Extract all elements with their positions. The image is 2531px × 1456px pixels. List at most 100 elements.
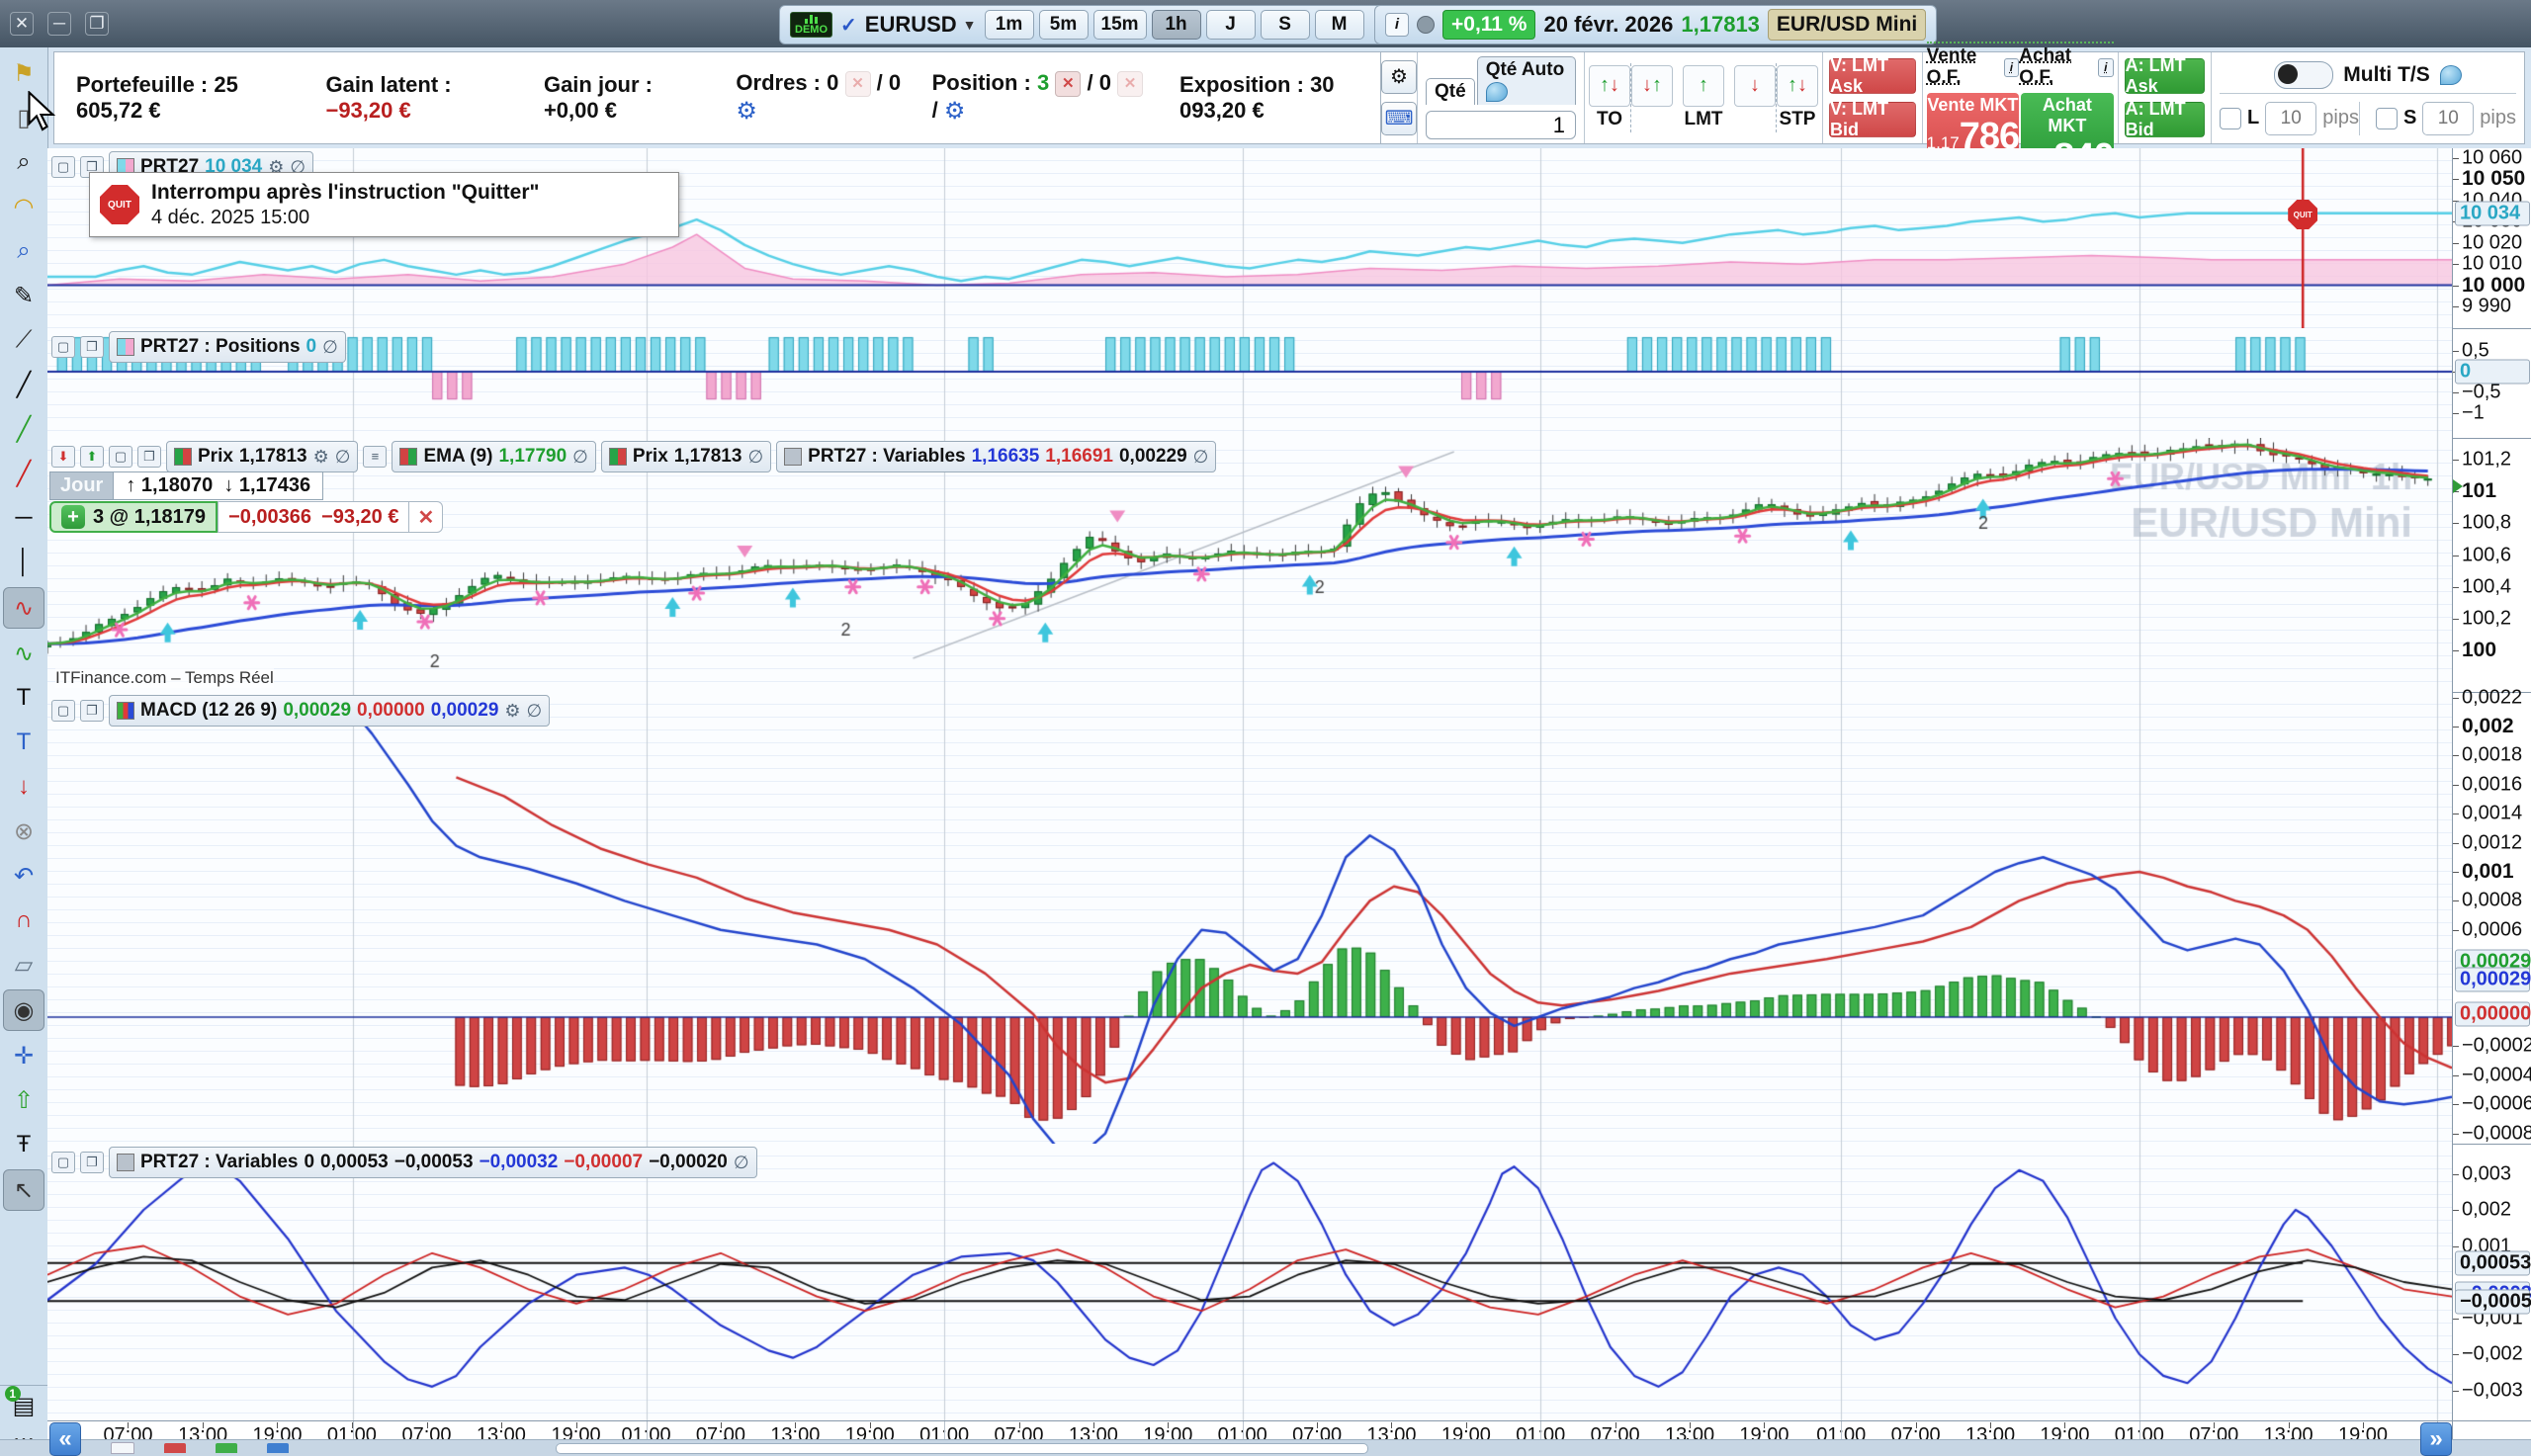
close-position-button[interactable]: ✕ (409, 501, 443, 533)
panel-cascade-icon[interactable]: ❐ (80, 336, 104, 358)
minimize-window-icon[interactable]: ─ (47, 12, 71, 36)
panel-cascade-icon[interactable]: ❐ (80, 1152, 104, 1173)
comment-icon[interactable]: T (4, 723, 44, 762)
edit-objects-icon[interactable]: ◉ (3, 989, 44, 1031)
limit-checkbox[interactable] (2220, 108, 2241, 129)
price-scale-column[interactable]: 10 06010 05010 04010 03010 02010 01010 0… (2452, 148, 2531, 1420)
panel-prt27-positions[interactable]: ▢ ❐ PRT27 : Positions 0 ∅ (47, 328, 2452, 439)
info-icon[interactable]: i (2098, 58, 2114, 77)
symbol-dropdown[interactable]: EURUSD▼ (865, 12, 977, 38)
close-window-icon[interactable]: ✕ (10, 12, 34, 36)
variables-canvas[interactable] (47, 1144, 2452, 1420)
scale-p3[interactable]: 101,2101100,8100,6100,4100,2100 (2453, 438, 2531, 693)
macd-canvas[interactable] (47, 692, 2452, 1144)
timeframe-button-S[interactable]: S (1261, 10, 1310, 40)
trend-line-icon[interactable]: ╱ (4, 365, 44, 404)
fibonacci-spiral-icon[interactable]: ⊗ (4, 812, 44, 851)
scroll-left-button[interactable]: « (49, 1422, 81, 1456)
panel-cascade-icon[interactable]: ❐ (80, 700, 104, 722)
eye-icon[interactable]: ∅ (322, 337, 338, 358)
buy-of-link[interactable]: Achat O.F.i (2019, 45, 2113, 89)
multi-ts-toggle[interactable] (2274, 61, 2333, 89)
eye-icon[interactable]: ∅ (527, 701, 543, 722)
eye-icon[interactable]: ∅ (734, 1153, 749, 1173)
panel-prt27-equity[interactable]: ▢ ❐ PRT27 10 034 ⚙ ∅ QUIT Interrompu apr… (47, 148, 2452, 329)
positions-canvas[interactable] (47, 328, 2452, 438)
undo-pointer-icon[interactable]: ↶ (4, 856, 44, 896)
panel-macd[interactable]: ▢ ❐ MACD (12 26 9) 0,000290,000000,00029… (47, 692, 2452, 1145)
tab-qty[interactable]: Qté (1426, 78, 1475, 105)
link-check-icon[interactable]: ✓ (840, 13, 857, 38)
stp-order-icon[interactable]: ↑↓ (1777, 65, 1818, 107)
panel-maximize-icon[interactable]: ▢ (51, 156, 75, 178)
limit-pips-input[interactable] (2265, 102, 2316, 135)
strategy-doc-icon[interactable]: ▤1 (13, 1392, 36, 1420)
dock-searchbar[interactable] (556, 1443, 1368, 1454)
buy-lmt-bid-button[interactable]: A: LMT Bid (2125, 102, 2205, 137)
info-icon[interactable]: i (1385, 13, 1409, 37)
move-icon[interactable]: ✛ (4, 1036, 44, 1075)
ia-pattern-icon[interactable]: ∿ (3, 587, 44, 629)
tab-qty-auto[interactable]: Qté Auto (1477, 56, 1576, 105)
timeframe-button-J[interactable]: J (1206, 10, 1256, 40)
arrow-down-icon[interactable]: ↓ (4, 767, 44, 807)
alert-icon[interactable]: ◠ (4, 187, 44, 226)
ruler-icon[interactable]: ▱ (4, 945, 44, 985)
vertical-line-icon[interactable]: │ (4, 543, 44, 582)
horizontal-line-icon[interactable]: ─ (4, 498, 44, 538)
cancel-orders-icon[interactable]: ✕ (845, 71, 871, 97)
stop-checkbox[interactable] (2376, 108, 2398, 129)
eye-icon[interactable]: ∅ (1193, 447, 1209, 468)
dock-icon[interactable] (164, 1443, 186, 1453)
collapse-down-icon[interactable]: ⬇ (51, 446, 75, 468)
wrench-icon[interactable]: ⚙ (504, 701, 520, 722)
scale-p2[interactable]: 0,50−0,5−10 (2453, 328, 2531, 439)
orders-settings-icon[interactable]: ⚙ (736, 98, 757, 125)
eye-icon[interactable]: ∅ (747, 447, 763, 468)
buy-market-button[interactable]: Achat MKT 1,17840 (2021, 93, 2114, 154)
dock-icon[interactable] (111, 1442, 134, 1454)
sell-of-link[interactable]: Vente O.F.i (1927, 45, 2020, 89)
panel-maximize-icon[interactable]: ▢ (109, 446, 132, 468)
price-canvas[interactable] (47, 438, 2452, 692)
wrench-icon[interactable]: ⚙ (313, 447, 329, 468)
scale-p4[interactable]: 0,00220,0020,00180,00160,00140,00120,001… (2453, 692, 2531, 1145)
scroll-right-button[interactable]: » (2420, 1422, 2452, 1456)
panel-maximize-icon[interactable]: ▢ (51, 700, 75, 722)
close-position-icon[interactable]: ✕ (1055, 71, 1081, 97)
lmt-buy-sell-icon[interactable]: ↓↑ (1631, 65, 1673, 107)
zoom-selection-icon[interactable]: ⌕ (4, 231, 44, 271)
timeframe-button-15m[interactable]: 15m (1093, 10, 1147, 40)
trend-line-red-icon[interactable]: ╱ (4, 454, 44, 493)
quantity-input[interactable] (1426, 111, 1576, 139)
lmt-sell-icon[interactable]: ↓ (1734, 65, 1776, 107)
anchor-text-icon[interactable]: Ŧ (4, 1125, 44, 1164)
zoom-icon[interactable]: ⌕ (4, 142, 44, 182)
keyboard-icon[interactable]: ⌨ (1381, 102, 1417, 135)
sell-market-button[interactable]: Vente MKT 1,17786 (1927, 93, 2020, 154)
list-icon[interactable]: ≡ (363, 446, 387, 468)
timeframe-button-1m[interactable]: 1m (985, 10, 1034, 40)
pointer-icon[interactable]: ↖ (3, 1169, 44, 1211)
text-icon[interactable]: T (4, 678, 44, 718)
trend-line-green-icon[interactable]: ╱ (4, 409, 44, 449)
scale-p1[interactable]: 10 06010 05010 04010 03010 02010 01010 0… (2453, 148, 2531, 329)
alert-manager-icon[interactable]: ⚑ (4, 53, 44, 93)
stop-pips-input[interactable] (2422, 102, 2474, 135)
lmt-buy-icon[interactable]: ↑ (1683, 65, 1724, 107)
maximize-window-icon[interactable]: ❐ (85, 12, 109, 36)
timeframe-button-5m[interactable]: 5m (1039, 10, 1089, 40)
position-settings-icon[interactable]: ⚙ (944, 98, 966, 125)
pencil-icon[interactable]: ✎ (4, 276, 44, 315)
timeframe-button-M[interactable]: M (1315, 10, 1364, 40)
instrument-badge[interactable]: EUR/USD Mini (1768, 9, 1926, 41)
sell-lmt-ask-button[interactable]: V: LMT Ask (1829, 58, 1916, 94)
sell-lmt-bid-button[interactable]: V: LMT Bid (1829, 102, 1916, 137)
dock-icon[interactable] (267, 1443, 289, 1453)
close-position-2-icon[interactable]: ✕ (1117, 71, 1143, 97)
panel-maximize-icon[interactable]: ▢ (51, 336, 75, 358)
dock-icon[interactable] (216, 1443, 237, 1453)
panel-cascade-icon[interactable]: ❐ (137, 446, 161, 468)
segment-icon[interactable]: ⟋ (4, 320, 44, 360)
ia-pattern-alt-icon[interactable]: ∿ (4, 634, 44, 673)
